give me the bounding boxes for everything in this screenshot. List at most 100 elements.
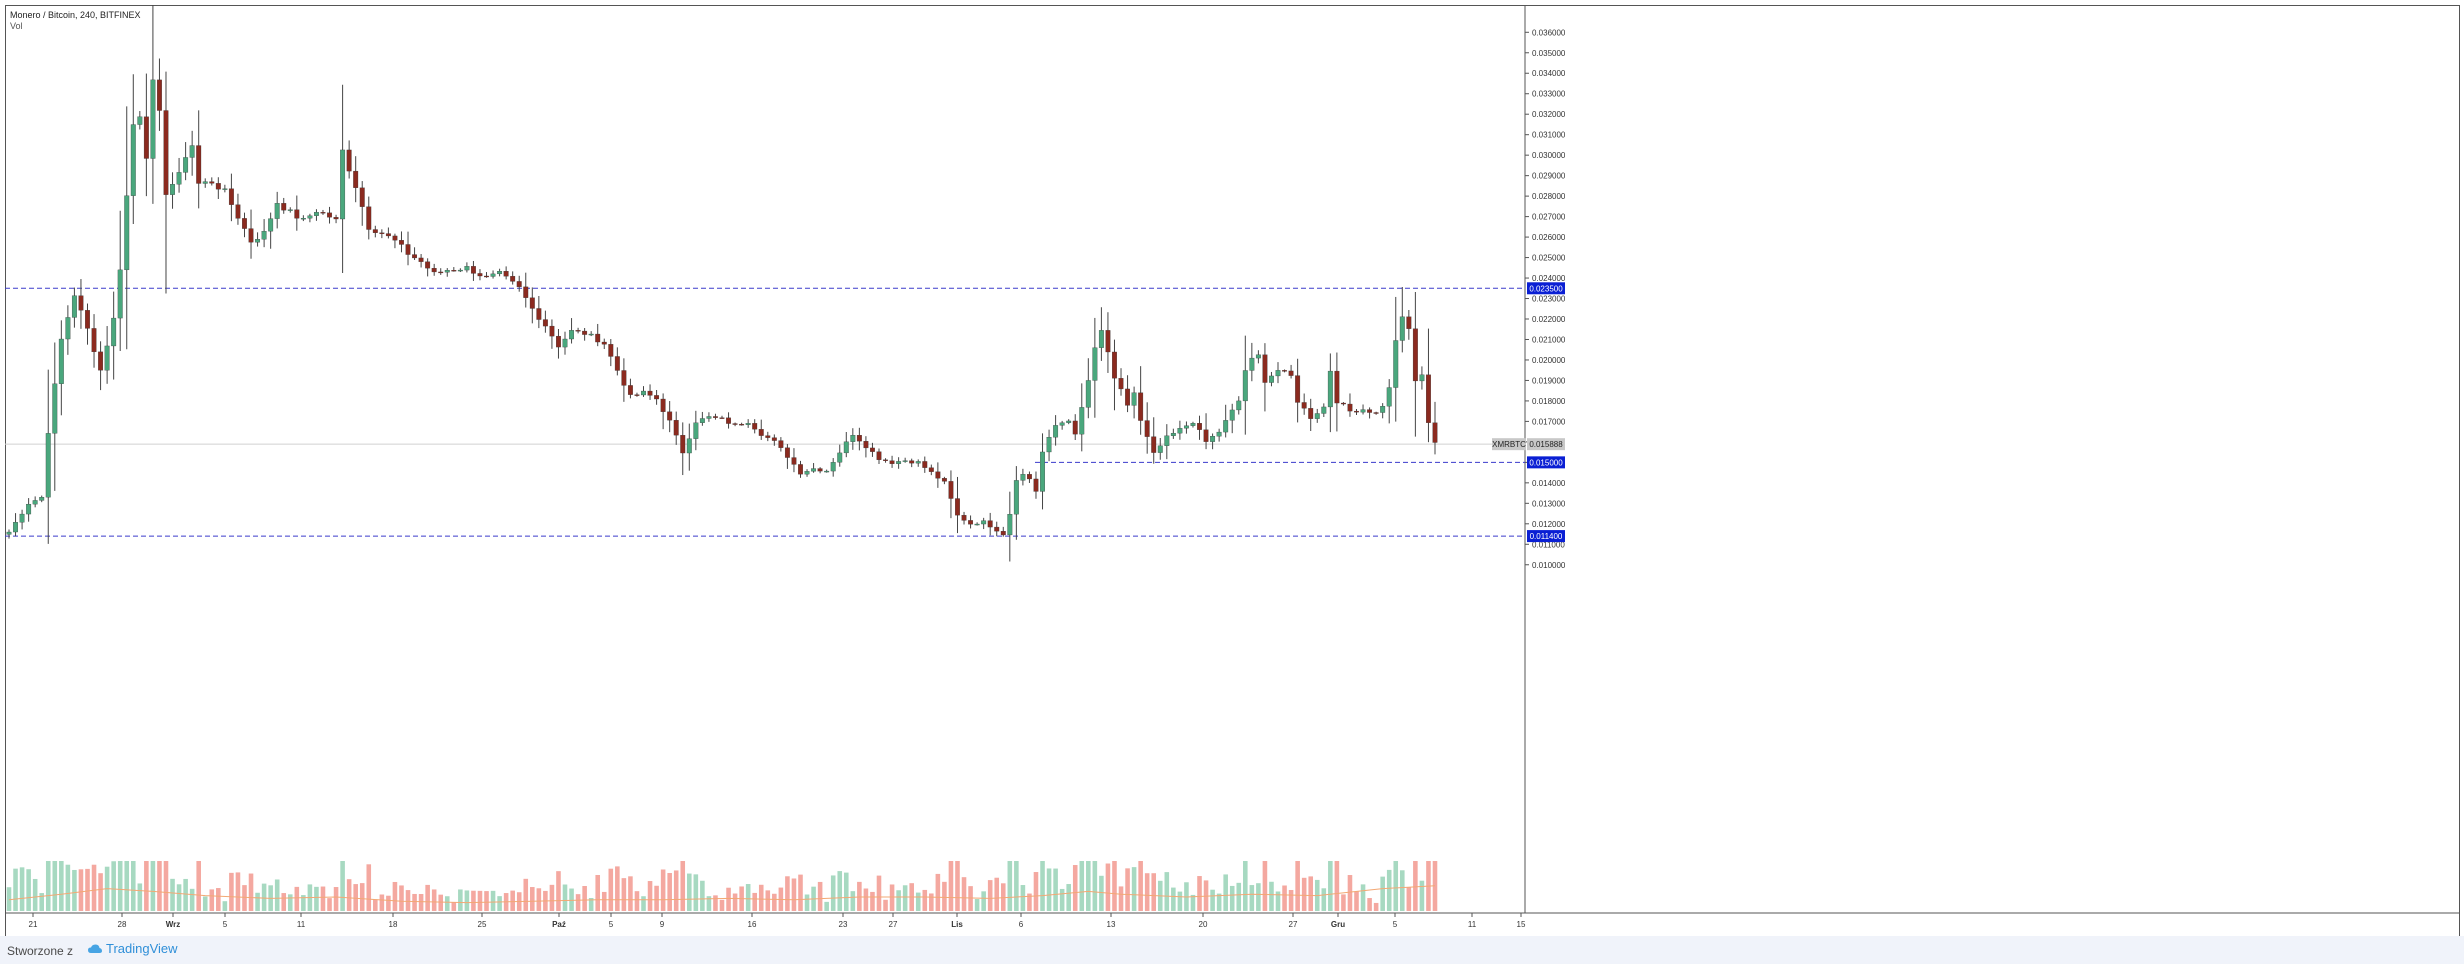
candle-body <box>1223 420 1229 433</box>
volume-bar <box>130 861 136 911</box>
candle-body <box>523 286 529 298</box>
volume-bar <box>706 896 712 911</box>
x-tick-label: 27 <box>1289 920 1298 929</box>
candle-body <box>91 328 97 353</box>
volume-bar <box>1413 861 1418 911</box>
symbol-price-badge: XMRBTC 0.015888 <box>1492 438 1565 451</box>
volume-bar <box>157 861 162 911</box>
volume-bar <box>1099 875 1104 911</box>
candle-body <box>562 338 568 348</box>
candle-body <box>974 523 980 526</box>
volume-bar <box>994 877 1000 911</box>
candle-body <box>686 438 692 454</box>
volume-bar <box>1321 888 1327 911</box>
volume-bar <box>412 893 417 911</box>
volume-bar <box>817 881 823 911</box>
candle-body <box>1386 387 1392 407</box>
y-tick-label: 0.028000 <box>1532 192 1566 201</box>
volume-bar <box>117 861 123 911</box>
volume-bar <box>1027 893 1032 911</box>
candle-body <box>706 416 712 419</box>
candle-body <box>569 330 574 340</box>
volume-bar <box>255 892 260 911</box>
x-tick-label: 20 <box>1199 920 1208 929</box>
candle-body <box>771 437 777 441</box>
candle-body <box>752 423 758 430</box>
volume-bar <box>229 872 234 911</box>
candle-body <box>1066 420 1072 423</box>
volume-bar <box>405 890 411 911</box>
volume-bar <box>804 894 810 911</box>
volume-bar <box>301 895 306 911</box>
candle-body <box>1255 354 1261 359</box>
volume-bar <box>758 884 764 911</box>
volume-bar <box>595 874 601 911</box>
y-tick-label: 0.026000 <box>1532 233 1566 242</box>
candle-body <box>1079 407 1085 435</box>
candle-body <box>1393 340 1399 388</box>
volume-bar <box>987 880 993 911</box>
volume-bar <box>1040 861 1045 911</box>
candle-body <box>713 416 718 418</box>
volume-bar <box>359 883 365 911</box>
volume-bar <box>1190 894 1196 911</box>
candle-body <box>451 270 457 272</box>
candle-body <box>699 418 705 423</box>
y-tick-label: 0.012000 <box>1532 520 1566 529</box>
volume-bar <box>1229 885 1235 911</box>
candle-body <box>1216 431 1222 437</box>
tradingview-logo[interactable]: TradingView <box>88 941 178 956</box>
volume-bar <box>85 868 90 911</box>
candle-body <box>1007 514 1013 536</box>
volume-bar <box>1079 861 1085 911</box>
candle-body <box>542 319 548 327</box>
candle-body <box>798 464 803 475</box>
candle-body <box>268 218 274 232</box>
candle-body <box>19 513 25 523</box>
volume-bar <box>1373 902 1379 911</box>
volume-bar <box>915 892 921 911</box>
volume-bar <box>471 890 476 911</box>
level-price-labels: 0.023500 0.015000 0.011400 <box>1527 282 1565 543</box>
candle-body <box>614 356 620 371</box>
volume-bar <box>477 890 483 911</box>
volume-bar <box>1393 861 1399 911</box>
volume-bar <box>1020 885 1026 911</box>
volume-bar <box>327 898 332 911</box>
chart-canvas[interactable]: 0.010000 0.011000 0.012000 0.013000 0.014000… <box>5 5 2460 937</box>
candle-body <box>379 232 385 234</box>
volume-bar <box>444 896 450 911</box>
candle-body <box>889 460 895 464</box>
volume-bar <box>1301 877 1307 911</box>
volume-bar <box>196 861 201 911</box>
candle-body <box>765 435 771 438</box>
candle-body <box>608 344 614 357</box>
candle-body <box>856 435 862 442</box>
candle-body <box>641 390 646 396</box>
volume-bar <box>26 869 31 911</box>
candle-body <box>85 310 90 329</box>
candle-body <box>353 170 359 188</box>
time-axis: 21 28 Wrz 5 11 18 25 Paź 5 9 16 23 27 Lis 6 13 20 27 Gru 5 1… <box>29 913 1526 929</box>
candle-body <box>516 281 522 288</box>
volume-bar <box>1177 891 1183 911</box>
candle-body <box>248 228 254 243</box>
volume-bar <box>438 894 444 911</box>
volume-bar <box>922 889 928 911</box>
volume-bar <box>601 891 607 911</box>
volume-bar <box>340 861 345 911</box>
volume-bar <box>1347 875 1353 911</box>
candle-body <box>196 145 202 184</box>
candle-body <box>1190 423 1196 426</box>
y-tick-label: 0.010000 <box>1532 561 1566 570</box>
volume-bar <box>700 880 705 911</box>
y-tick-label: 0.021000 <box>1532 335 1566 344</box>
candles <box>6 5 1438 562</box>
candle-body <box>65 317 71 340</box>
candle-body <box>418 257 424 262</box>
last-price-badge-bg <box>1527 438 1565 451</box>
volume-bar <box>1360 884 1366 911</box>
y-tick-label: 0.030000 <box>1532 151 1566 160</box>
candle-body <box>575 330 581 332</box>
volume-bar <box>431 889 437 911</box>
